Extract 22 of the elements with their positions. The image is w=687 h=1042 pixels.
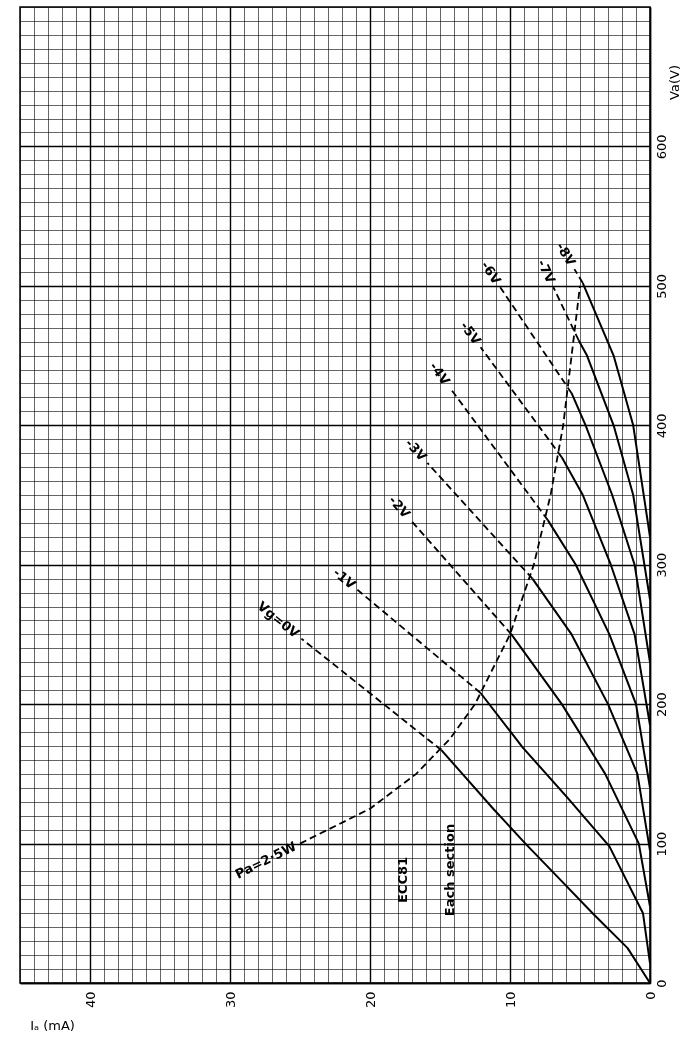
- y-tick-label: 100: [653, 831, 669, 857]
- text: -6V: [477, 258, 505, 288]
- y-tick-label: 0: [653, 979, 669, 988]
- text: -2V: [385, 492, 414, 521]
- y-tick-label: 300: [653, 552, 669, 578]
- text: -1V: [330, 564, 359, 592]
- x-tick-label: 30: [222, 991, 238, 1009]
- annotation: ECC81: [395, 856, 410, 904]
- x-tick-label: 10: [502, 991, 518, 1009]
- y-axis-title: Va(V): [666, 65, 682, 100]
- x-tick-label: 20: [362, 991, 378, 1009]
- text: -5V: [457, 318, 485, 348]
- y-tick-label: 500: [653, 273, 669, 299]
- text: -3V: [402, 435, 430, 464]
- x-tick-label: 0: [642, 991, 658, 1000]
- y-tick-label: 400: [653, 413, 669, 439]
- y-tick-label: 200: [653, 692, 669, 718]
- text: -4V: [426, 359, 454, 388]
- y-tick-label: 600: [653, 134, 669, 160]
- x-axis-title: Iₐ (mA): [30, 1017, 75, 1033]
- annotation: Each section: [442, 823, 457, 917]
- x-tick-label: 40: [82, 991, 98, 1009]
